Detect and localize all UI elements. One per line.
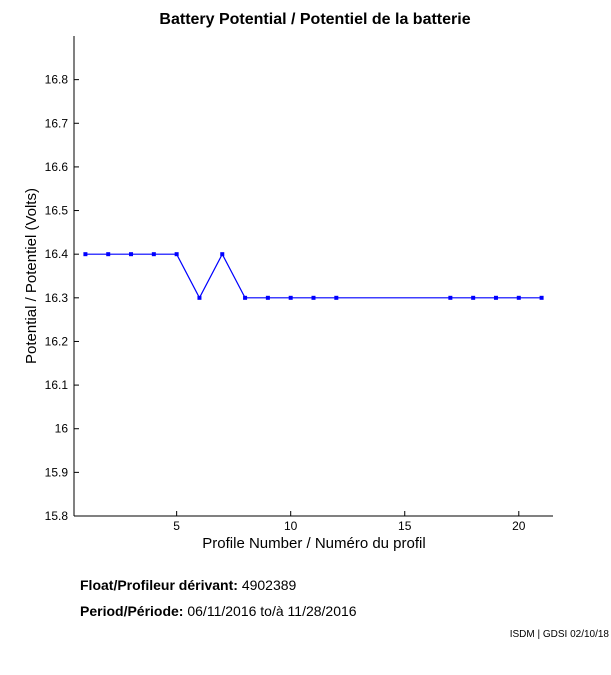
period-info: Period/Période: 06/11/2016 to/à 11/28/20…	[80, 603, 357, 619]
data-point	[151, 252, 156, 257]
data-point	[243, 295, 248, 300]
data-point	[493, 295, 498, 300]
float-info: Float/Profileur dérivant: 4902389	[80, 577, 296, 593]
float-value: 4902389	[241, 577, 297, 593]
data-point	[516, 295, 521, 300]
data-point	[174, 252, 179, 257]
chart-title: Battery Potential / Potentiel de la batt…	[159, 11, 470, 28]
x-axis-label: Profile Number / Numéro du profil	[202, 535, 425, 552]
x-tick-label: 15	[398, 519, 412, 533]
y-tick-label: 16	[55, 422, 69, 436]
data-point	[129, 252, 134, 257]
y-tick-label: 15.8	[45, 509, 69, 523]
data-point	[471, 295, 476, 300]
x-tick-label: 20	[512, 519, 526, 533]
period-separator: to/à	[260, 603, 284, 619]
period-label: Period/Période:	[80, 603, 184, 619]
y-tick-label: 16.2	[45, 334, 69, 348]
period-end: 11/28/2016	[287, 603, 357, 619]
data-point	[220, 252, 225, 257]
float-label: Float/Profileur dérivant:	[80, 577, 238, 593]
data-point	[265, 295, 270, 300]
series-line	[85, 252, 542, 300]
data-point	[288, 295, 293, 300]
data-point	[311, 295, 316, 300]
y-tick-label: 16.6	[45, 160, 69, 174]
data-point	[197, 295, 202, 300]
y-tick-label: 16.7	[45, 116, 69, 130]
credit-text: ISDM | GDSI 02/10/18	[509, 629, 609, 640]
data-point	[334, 295, 339, 300]
y-tick-label: 15.9	[45, 465, 69, 479]
data-point	[539, 295, 544, 300]
y-axis-label: Potential / Potentiel (Volts)	[23, 188, 40, 364]
x-tick-label: 5	[173, 519, 180, 533]
data-point	[83, 252, 88, 257]
data-point	[106, 252, 111, 257]
data-point	[448, 295, 453, 300]
y-tick-label: 16.1	[45, 378, 69, 392]
x-tick-label: 10	[284, 519, 298, 533]
period-start: 06/11/2016	[187, 603, 257, 619]
y-tick-label: 16.8	[45, 73, 69, 87]
y-tick-label: 16.3	[45, 291, 69, 305]
y-tick-label: 16.5	[45, 204, 69, 218]
y-tick-label: 16.4	[45, 247, 69, 261]
